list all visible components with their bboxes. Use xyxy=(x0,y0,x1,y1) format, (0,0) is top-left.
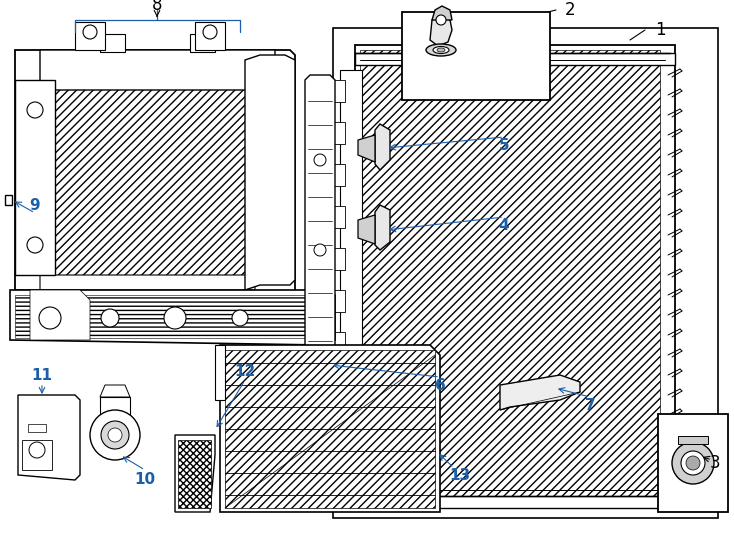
Polygon shape xyxy=(10,290,335,345)
Text: 7: 7 xyxy=(585,397,595,413)
Bar xyxy=(15,295,330,338)
Circle shape xyxy=(101,309,119,327)
Polygon shape xyxy=(305,75,335,380)
Bar xyxy=(347,295,362,330)
Polygon shape xyxy=(375,205,390,250)
Bar xyxy=(333,458,345,480)
Bar xyxy=(340,70,362,490)
Circle shape xyxy=(101,421,129,449)
Ellipse shape xyxy=(672,442,714,484)
Circle shape xyxy=(436,15,446,25)
Circle shape xyxy=(314,154,326,166)
Bar xyxy=(347,360,362,395)
Polygon shape xyxy=(375,124,390,170)
Bar xyxy=(658,414,728,512)
Bar xyxy=(347,100,362,135)
Bar xyxy=(347,165,362,200)
Polygon shape xyxy=(245,55,295,290)
Bar xyxy=(355,53,675,65)
Bar xyxy=(333,80,345,102)
Ellipse shape xyxy=(681,451,705,475)
Bar xyxy=(178,440,211,508)
Bar xyxy=(100,397,130,415)
Bar xyxy=(333,374,345,396)
Bar xyxy=(225,350,435,508)
Bar xyxy=(22,440,52,470)
Bar xyxy=(75,22,105,50)
Ellipse shape xyxy=(437,48,445,52)
Bar xyxy=(190,34,215,52)
Circle shape xyxy=(108,428,122,442)
Polygon shape xyxy=(430,16,452,46)
Polygon shape xyxy=(432,6,452,20)
Polygon shape xyxy=(175,435,215,512)
Bar xyxy=(678,436,708,444)
Circle shape xyxy=(39,307,61,329)
Polygon shape xyxy=(30,290,90,340)
Text: 8: 8 xyxy=(152,0,162,14)
Polygon shape xyxy=(5,195,12,205)
Polygon shape xyxy=(18,395,80,480)
Bar xyxy=(333,248,345,270)
Bar xyxy=(347,425,362,460)
Ellipse shape xyxy=(686,456,700,470)
Ellipse shape xyxy=(433,46,449,53)
Bar xyxy=(100,34,125,52)
Circle shape xyxy=(314,244,326,256)
Circle shape xyxy=(203,25,217,39)
Text: 3: 3 xyxy=(710,454,720,472)
Bar xyxy=(333,206,345,228)
Polygon shape xyxy=(100,385,130,397)
Bar xyxy=(333,416,345,438)
Polygon shape xyxy=(358,215,375,244)
Text: 4: 4 xyxy=(498,218,509,233)
Ellipse shape xyxy=(426,44,456,56)
Polygon shape xyxy=(215,345,225,400)
Circle shape xyxy=(83,25,97,39)
Circle shape xyxy=(164,307,186,329)
Bar xyxy=(333,122,345,144)
Text: 1: 1 xyxy=(655,21,665,39)
Bar xyxy=(195,22,225,50)
Bar xyxy=(333,164,345,186)
Bar xyxy=(355,496,675,508)
Bar xyxy=(347,230,362,265)
Text: 13: 13 xyxy=(449,468,470,483)
Bar xyxy=(55,80,245,275)
Text: 10: 10 xyxy=(134,472,156,488)
Polygon shape xyxy=(40,50,275,90)
Circle shape xyxy=(27,102,43,118)
Polygon shape xyxy=(358,135,375,162)
Circle shape xyxy=(29,442,45,458)
Bar xyxy=(15,80,55,275)
Circle shape xyxy=(27,237,43,253)
Polygon shape xyxy=(15,50,295,295)
Bar xyxy=(333,290,345,312)
Bar xyxy=(355,45,675,505)
Text: 2: 2 xyxy=(564,1,575,19)
Text: 9: 9 xyxy=(29,198,40,213)
Text: 6: 6 xyxy=(435,377,446,393)
Polygon shape xyxy=(500,375,580,410)
Bar xyxy=(360,50,660,500)
Text: 5: 5 xyxy=(498,138,509,152)
Bar xyxy=(402,12,550,100)
Polygon shape xyxy=(40,275,255,290)
Bar xyxy=(333,332,345,354)
Polygon shape xyxy=(220,345,440,512)
Bar xyxy=(28,424,46,432)
Bar xyxy=(333,28,718,518)
Circle shape xyxy=(232,310,248,326)
Text: 12: 12 xyxy=(234,364,255,380)
Circle shape xyxy=(90,410,140,460)
Text: 11: 11 xyxy=(32,368,53,382)
